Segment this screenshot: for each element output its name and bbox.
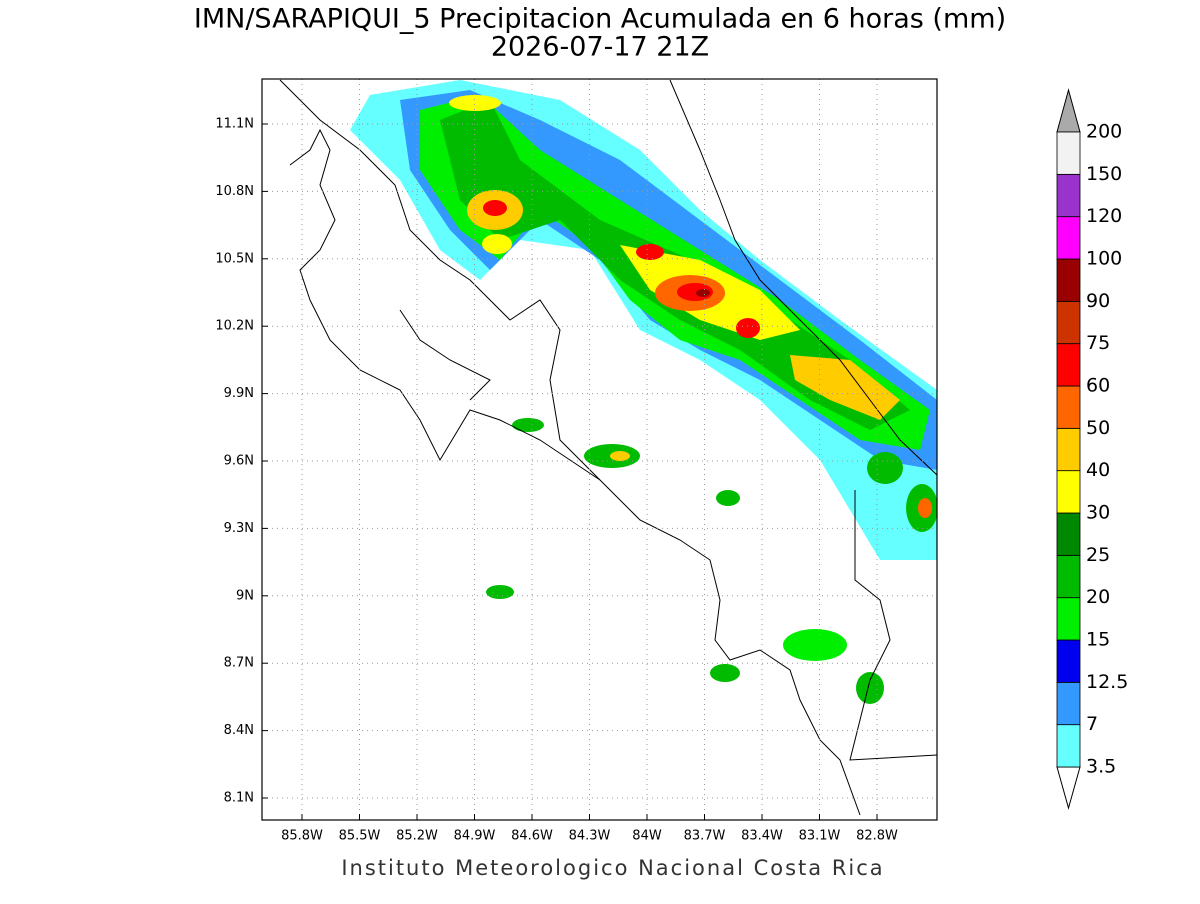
colorbar-label: 100 [1086,248,1122,270]
lon-tick-label: 84.9W [454,829,496,844]
lat-tick-label: 9N [236,588,254,603]
colorbar-label: 12.5 [1086,671,1128,693]
colorbar-swatch [1056,681,1081,726]
colorbar-over [1056,88,1081,133]
colorbar-label: 60 [1086,375,1110,397]
colorbar-swatch [1056,173,1081,218]
lon-tick-label: 82.8W [856,829,898,844]
colorbar: 3.5 7 12.5 15 20 25 30 40 50 60 75 90 100 120 150 200 [1056,88,1128,810]
subtitle: 2026-07-17 21Z [491,32,709,63]
colorbar-under [1056,766,1081,810]
colorbar-swatch [1056,724,1081,768]
axis-ticks: 85.8W 85.5W 85.2W 84.9W 84.6W 84.3W 84W 83.7W 83… [215,117,898,844]
lat-tick-label: 8.7N [224,656,254,671]
lon-tick-label: 83.7W [684,829,726,844]
colorbar-swatch [1056,216,1081,260]
colorbar-swatch [1056,427,1081,472]
lat-tick-label: 10.5N [215,251,254,266]
map-frame [261,78,938,821]
colorbar-label: 25 [1086,544,1110,566]
lat-tick-label: 10.2N [215,319,254,334]
lat-tick-label: 9.3N [224,521,254,536]
footer: Instituto Meteorologico Nacional Costa R… [341,856,884,880]
colorbar-label: 90 [1086,290,1110,312]
colorbar-swatch [1056,512,1081,556]
colorbar-label: 30 [1086,502,1110,524]
colorbar-swatch [1056,554,1081,599]
lat-tick-label: 8.4N [224,723,254,738]
lat-tick-label: 9.6N [224,454,254,469]
lon-tick-label: 83.4W [741,829,783,844]
lon-tick-label: 84.3W [569,829,611,844]
lat-tick-label: 8.1N [224,791,254,806]
colorbar-swatch [1056,470,1081,514]
colorbar-label: 40 [1086,459,1110,481]
precip-field [350,80,937,704]
colorbar-swatch [1056,131,1081,175]
lat-tick-label: 11.1N [215,117,254,132]
title: IMN/SARAPIQUI_5 Precipitacion Acumulada … [194,4,1006,35]
colorbar-label: 50 [1086,417,1110,439]
colorbar-swatch [1056,597,1081,641]
colorbar-label: 200 [1086,121,1122,143]
lon-tick-label: 84W [632,829,662,844]
colorbar-label: 20 [1086,586,1110,608]
coastline [279,79,937,816]
lon-tick-label: 85.2W [396,829,438,844]
colorbar-label: 120 [1086,205,1122,227]
graticule [262,79,937,820]
colorbar-swatch [1056,639,1081,683]
lat-tick-label: 9.9N [224,386,254,401]
colorbar-swatch [1056,300,1081,345]
lon-tick-label: 84.6W [511,829,553,844]
colorbar-swatch [1056,258,1081,302]
lon-tick-label: 83.1W [799,829,841,844]
colorbar-label: 7 [1086,713,1098,735]
lon-tick-label: 85.5W [339,829,381,844]
map-area [262,79,937,820]
colorbar-label: 15 [1086,629,1110,651]
colorbar-label: 3.5 [1086,756,1116,778]
colorbar-label: 75 [1086,332,1110,354]
colorbar-swatch [1056,343,1081,387]
colorbar-swatch [1056,385,1081,429]
lon-tick-label: 85.8W [281,829,323,844]
lat-tick-label: 10.8N [215,184,254,199]
colorbar-label: 150 [1086,163,1122,185]
